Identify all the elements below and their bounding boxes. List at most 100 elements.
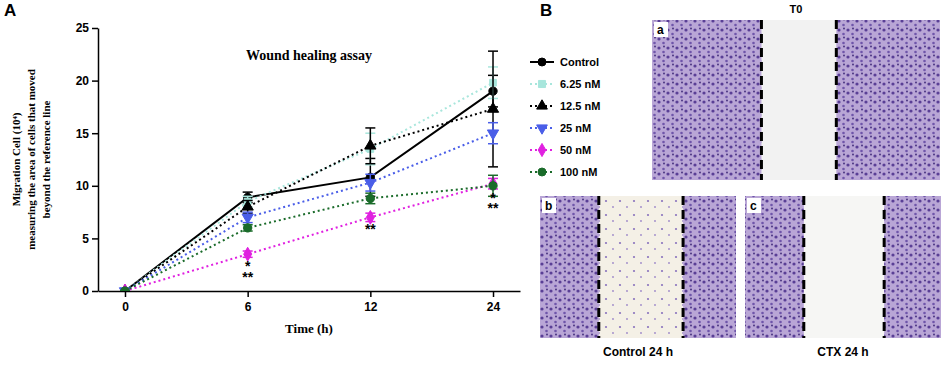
error-cap [243,196,253,198]
micrograph: b [540,196,736,338]
marker [366,194,374,202]
y-tick-mark [92,80,98,82]
reference-line [760,20,763,180]
error-bar [488,51,498,167]
image-letter: b [545,199,552,213]
legend-item: Control [530,56,599,68]
error-cap [365,163,375,165]
marker [121,287,129,291]
series-line [125,186,493,291]
error-cap [365,164,375,166]
x-tick: 24 [487,291,501,314]
reference-line [802,196,805,338]
marker [119,288,130,291]
image-area [745,196,941,338]
series-line [125,184,493,291]
wound-gap [804,196,884,338]
error-cap [488,166,498,168]
x-tick-label: 6 [245,300,252,314]
x-tick: 12 [364,291,378,314]
error-cap [488,50,498,52]
legend: Control6.25 nM12.5 nM25 nM50 nM100 nM [530,56,600,178]
error-cap [488,143,498,145]
image-letter: a [657,23,664,37]
y-tick-label: 20 [76,74,90,88]
panel-label: B [540,1,552,20]
reference-line [682,196,685,338]
figure: ABWound healing assay0510152025061224Tim… [0,0,941,365]
error-cap [488,122,498,124]
y-tick-label: 25 [76,21,90,35]
reference-line [597,196,600,338]
error-cap [488,175,498,177]
error-cap [243,211,253,213]
x-tick-label: 24 [487,300,501,314]
letter-box [654,22,668,37]
legend-label: 25 nM [560,122,591,134]
series-line [125,83,493,291]
series [120,67,498,291]
marker [122,288,129,291]
y-axis-title: beyond the reference line [40,100,52,218]
y-axis-line [98,29,100,292]
y-tick-mark [92,28,98,30]
micrograph: c [745,196,941,338]
chart-title: Wound healing assay [246,48,372,63]
image-area [652,20,940,180]
y-tick: 10 [76,179,98,193]
legend-label: 6.25 nM [560,78,600,90]
marker [487,102,498,112]
legend-marker [538,143,546,156]
x-axis-line [99,291,521,293]
reference-line [835,20,838,180]
marker [242,200,253,210]
significance: ** [488,200,499,216]
y-tick: 0 [82,284,98,298]
series [119,123,498,291]
series [120,177,498,291]
error-bar [365,174,375,191]
x-tick-mark [247,291,249,297]
series [119,51,498,291]
y-tick-mark [92,186,98,188]
series [120,75,498,291]
legend-marker [538,58,546,66]
y-tick-mark [92,291,98,293]
wound-gap [599,196,683,338]
x-tick-mark [493,291,495,297]
x-tick-mark [370,291,372,297]
error-bar [488,123,498,144]
legend-label: 12.5 nM [560,100,600,112]
x-tick-label: 0 [122,300,129,314]
legend-item: 25 nM [530,122,591,134]
error-cap [243,191,253,193]
x-tick: 6 [245,291,252,314]
legend-marker [537,100,548,109]
error-bar [243,201,253,214]
reference-line [883,196,886,338]
error-bar [365,158,375,196]
error-cap [365,173,375,175]
series-line [125,109,493,291]
marker [242,214,253,224]
panel-label: A [4,1,16,20]
legend-item: 12.5 nM [530,100,600,112]
legend-label: Control [560,56,599,68]
legend-item: 100 nM [530,166,597,178]
marker [365,179,376,189]
x-axis: 0 6 12 24 [99,291,521,314]
x-tick-mark [125,291,127,297]
image-caption: CTX 24 h [817,345,868,359]
y-axis-title: measuring the area of cells that moved [25,69,37,250]
image-title: T0 [790,3,803,15]
y-tick: 25 [76,21,98,35]
micrograph: a [652,20,940,180]
x-axis-title: Time (h) [285,321,333,336]
y-tick-label: 15 [76,127,90,141]
y-tick-mark [92,133,98,135]
series [120,175,498,291]
significance: ** [242,269,253,285]
legend-marker [538,80,545,87]
x-tick-label: 12 [364,300,378,314]
image-letter: c [750,199,757,213]
